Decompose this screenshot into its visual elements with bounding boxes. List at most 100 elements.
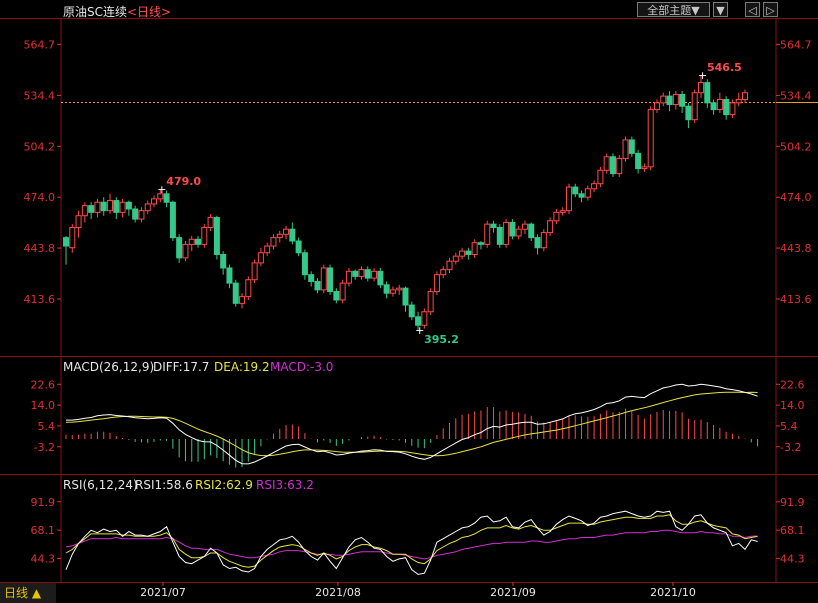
- macd-tick-label-right-3: -3.2: [780, 441, 801, 454]
- price-tick-label-left-4: 443.8: [24, 242, 56, 255]
- rsi3-line: [65, 529, 758, 560]
- candle-body: [622, 139, 629, 159]
- candle-body: [742, 92, 748, 100]
- extreme-label-0: 546.5: [707, 61, 742, 74]
- candle-body: [572, 186, 579, 195]
- candle-body: [459, 250, 466, 257]
- candle-body: [584, 188, 591, 198]
- extreme-label-1: 479.0: [166, 175, 201, 188]
- candle-body: [672, 93, 679, 106]
- nav-right-button[interactable]: ▷: [763, 2, 778, 17]
- candle-body: [521, 223, 528, 230]
- candle-body: [377, 270, 384, 286]
- candle-body: [314, 280, 321, 291]
- macd-legend-dea: DEA:19.2: [214, 360, 270, 374]
- candle-body: [320, 267, 327, 291]
- candle-body: [710, 102, 717, 111]
- candle-body: [352, 270, 359, 277]
- candle-body: [647, 109, 654, 168]
- rsi-tick-label-left-1: 68.1: [31, 524, 56, 537]
- instrument-title: 原油SC连续: [63, 5, 127, 19]
- nav-left-button[interactable]: ◁: [745, 2, 760, 17]
- candle-body: [402, 287, 409, 306]
- price-tick-label-right-3: 474.0: [780, 191, 812, 204]
- candle-body: [144, 203, 151, 212]
- candle-body: [213, 216, 220, 255]
- candle-body: [452, 255, 459, 262]
- candle-body: [125, 201, 132, 210]
- candle-body: [138, 210, 145, 220]
- candle-body: [691, 92, 698, 121]
- candle-body: [232, 282, 239, 304]
- candle-body: [415, 316, 422, 326]
- candle-body: [534, 237, 541, 249]
- macd-legend-title: MACD(26,12,9): [63, 360, 154, 374]
- candle-body: [333, 291, 340, 301]
- candle-body: [716, 98, 723, 111]
- candle-body: [578, 193, 585, 198]
- candle-body: [471, 242, 478, 255]
- candle-body: [496, 227, 503, 245]
- macd-legend-macd: MACD:-3.0: [270, 360, 333, 374]
- candle-body: [251, 262, 258, 281]
- candle-body: [679, 93, 686, 107]
- period-selector[interactable]: 日线 ▲: [0, 583, 56, 603]
- candle-body: [440, 269, 447, 276]
- extreme-marker-0: +: [698, 69, 707, 82]
- arrow-right-icon: ▷: [766, 4, 775, 17]
- candle-body: [383, 284, 390, 294]
- x-tick-label-0: 2021/07: [140, 586, 186, 599]
- candle-body: [427, 291, 434, 313]
- diff-line: [66, 383, 758, 465]
- candle-body: [226, 267, 233, 284]
- candle-body: [697, 82, 704, 94]
- candle-body: [100, 201, 107, 212]
- candle-body: [301, 252, 308, 276]
- price-tick-label-left-5: 413.6: [24, 293, 56, 306]
- candle-body: [163, 193, 170, 203]
- candle-body: [559, 210, 566, 213]
- extreme-marker-1: +: [157, 183, 166, 196]
- period-label[interactable]: <日线>: [127, 5, 172, 19]
- rsi-tick-label-right-0: 91.9: [780, 496, 805, 509]
- macd-tick-label-left-1: 14.0: [31, 399, 56, 412]
- rsi-legend-rsi3: RSI3:63.2: [256, 478, 314, 492]
- macd-tick-label-right-1: 14.0: [780, 399, 805, 412]
- candle-body: [107, 200, 114, 212]
- candle-body: [421, 311, 428, 326]
- candle-body: [591, 183, 598, 190]
- candle-body: [94, 201, 101, 213]
- price-tick-label-left-3: 474.0: [24, 191, 56, 204]
- macd-tick-label-left-3: -3.2: [34, 441, 55, 454]
- extreme-marker-2: +: [415, 324, 424, 337]
- candle-body: [723, 98, 730, 116]
- candle-body: [729, 102, 736, 116]
- caret-up-icon: ▲: [31, 586, 42, 600]
- candle-body: [182, 243, 189, 259]
- x-tick-label-3: 2021/10: [650, 586, 696, 599]
- candle-body: [270, 237, 277, 247]
- macd-tick-label-left-2: 5.4: [38, 420, 56, 433]
- price-tick-label-right-1: 534.4: [780, 89, 812, 102]
- candle-body: [364, 269, 371, 279]
- price-tick-label-right-4: 443.8: [780, 242, 812, 255]
- collapse-button[interactable]: ▼: [713, 2, 728, 17]
- candle-body: [264, 245, 271, 254]
- candle-body: [327, 267, 334, 293]
- candle-body: [609, 156, 616, 175]
- candle-body: [308, 274, 315, 282]
- candle-body: [565, 186, 572, 212]
- candle-body: [195, 238, 202, 245]
- theme-dropdown-button[interactable]: 全部主题▼: [637, 2, 710, 17]
- chevron-down-icon: ▼: [716, 4, 725, 17]
- candle-body: [389, 289, 396, 294]
- rsi-legend-title: RSI(6,12,24): [63, 478, 138, 492]
- arrow-left-icon: ◁: [748, 4, 757, 17]
- rsi-tick-label-right-2: 44.3: [780, 553, 805, 566]
- rsi1-line: [65, 510, 758, 575]
- candle-body: [371, 270, 378, 279]
- candle-body: [660, 95, 667, 104]
- macd-legend-diff: DIFF:17.7: [153, 360, 209, 374]
